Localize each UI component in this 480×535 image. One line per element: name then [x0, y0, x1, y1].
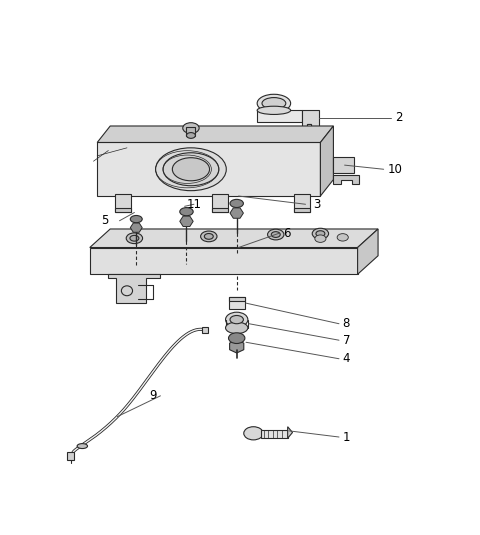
Bar — [186, 127, 195, 136]
Ellipse shape — [271, 232, 280, 238]
Ellipse shape — [262, 97, 286, 109]
Text: 4: 4 — [343, 352, 350, 365]
Ellipse shape — [337, 234, 348, 241]
Ellipse shape — [257, 106, 290, 114]
Ellipse shape — [312, 228, 329, 239]
Text: 3: 3 — [313, 198, 320, 211]
Ellipse shape — [257, 94, 290, 112]
Polygon shape — [307, 124, 311, 132]
Ellipse shape — [77, 444, 87, 448]
Polygon shape — [90, 229, 378, 248]
Ellipse shape — [183, 123, 199, 133]
Bar — [228, 297, 245, 309]
Ellipse shape — [130, 235, 139, 241]
Ellipse shape — [244, 427, 263, 440]
Polygon shape — [229, 340, 244, 353]
Text: 6: 6 — [283, 227, 291, 240]
Ellipse shape — [316, 231, 325, 236]
Polygon shape — [97, 142, 321, 196]
Text: 7: 7 — [343, 334, 350, 347]
Text: 2: 2 — [395, 111, 402, 124]
Text: 1: 1 — [343, 431, 350, 444]
Bar — [261, 430, 288, 438]
Ellipse shape — [315, 235, 326, 242]
Ellipse shape — [267, 229, 284, 240]
Ellipse shape — [230, 200, 243, 208]
Polygon shape — [97, 126, 334, 142]
Polygon shape — [358, 229, 378, 274]
Bar — [202, 326, 208, 333]
Polygon shape — [130, 223, 142, 232]
Bar — [115, 194, 132, 212]
Text: 11: 11 — [186, 198, 202, 211]
Polygon shape — [288, 427, 292, 438]
Bar — [212, 208, 228, 212]
Ellipse shape — [226, 312, 248, 327]
Ellipse shape — [156, 148, 226, 190]
Ellipse shape — [180, 208, 193, 216]
Polygon shape — [180, 216, 193, 226]
Polygon shape — [321, 126, 334, 196]
Polygon shape — [230, 208, 243, 218]
Bar — [115, 208, 132, 212]
Polygon shape — [334, 157, 354, 173]
Ellipse shape — [186, 133, 195, 139]
Text: 8: 8 — [343, 317, 350, 330]
Text: 10: 10 — [387, 163, 402, 175]
Ellipse shape — [226, 322, 248, 334]
Ellipse shape — [126, 233, 143, 243]
Ellipse shape — [204, 233, 213, 239]
Bar — [212, 194, 228, 212]
Polygon shape — [90, 248, 358, 274]
Bar — [67, 452, 74, 460]
Ellipse shape — [163, 153, 219, 186]
Ellipse shape — [130, 216, 142, 223]
Polygon shape — [257, 110, 302, 122]
Polygon shape — [302, 110, 319, 132]
Ellipse shape — [201, 231, 217, 242]
Polygon shape — [108, 274, 160, 303]
Text: 5: 5 — [101, 214, 108, 227]
Ellipse shape — [230, 316, 243, 324]
Ellipse shape — [228, 333, 245, 343]
Polygon shape — [334, 175, 360, 184]
Bar — [294, 208, 310, 212]
Ellipse shape — [172, 158, 210, 181]
Bar — [294, 194, 310, 212]
Bar — [228, 297, 245, 301]
Text: 9: 9 — [149, 389, 157, 402]
